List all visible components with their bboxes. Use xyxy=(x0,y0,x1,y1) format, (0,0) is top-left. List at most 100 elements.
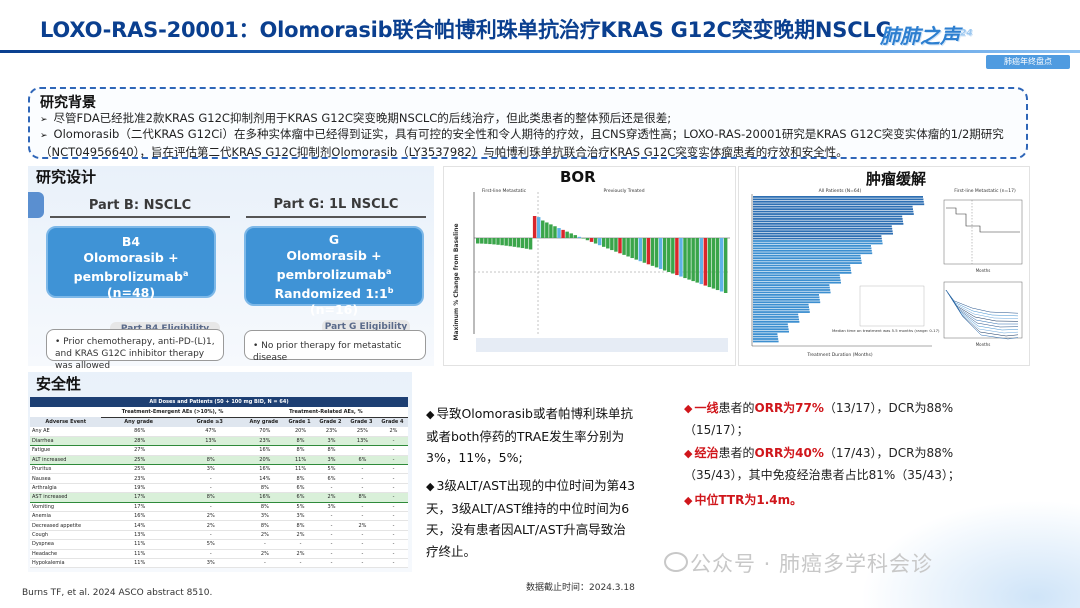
swimmer-bar xyxy=(753,222,904,225)
bor-panel xyxy=(443,166,736,366)
waterfall-bar xyxy=(500,238,504,246)
waterfall-bar xyxy=(711,238,716,289)
swimmer-bar xyxy=(753,208,913,211)
table-cell: 13% xyxy=(345,435,377,447)
table-cell: AST increased xyxy=(30,492,102,503)
swimmer-bar xyxy=(753,301,821,304)
background-item: ➢ Olomorasib（二代KRAS G12Ci）在多种实体瘤中已经得到证实，具… xyxy=(40,126,1020,160)
red-diamond-icon: ◆ xyxy=(684,494,693,507)
table-row: AST increased 17% 8% 16% 6% 2% 8% - xyxy=(30,492,408,503)
waterfall-bar xyxy=(634,238,638,260)
table-cell: - xyxy=(345,483,377,494)
waterfall-bar xyxy=(528,238,533,250)
swimmer-bar xyxy=(753,291,831,294)
waterfall-bar xyxy=(536,217,541,238)
table-cell: - xyxy=(243,539,285,550)
table-cell: 16% xyxy=(243,492,285,503)
table-cell: 2% xyxy=(175,511,244,522)
table-cell: - xyxy=(376,464,408,475)
table-cell: - xyxy=(175,473,244,484)
swimmer-xlabel: Treatment Duration (Months) xyxy=(806,352,873,358)
table-cell: 3% xyxy=(175,558,244,569)
result-pretreated: ◆ 经治患者的ORR为40%（17/43），DCR为88% xyxy=(684,443,974,465)
swimmer-bar xyxy=(753,257,861,260)
spider-plot xyxy=(943,281,1023,339)
table-cell: 20% xyxy=(243,454,285,466)
safety-column-header: Any grade xyxy=(101,417,176,427)
part-b-underline xyxy=(50,216,230,218)
arm-g-sup: a xyxy=(385,267,392,276)
brand-logo-text: 肺肺之声 xyxy=(880,24,960,48)
swimmer-bar xyxy=(753,296,820,299)
table-cell: - xyxy=(315,539,346,550)
brand-year: 24 xyxy=(960,28,973,39)
waterfall-bar xyxy=(577,236,582,238)
waterfall-bar xyxy=(658,238,663,269)
eligibility-text: Prior chemotherapy, anti-PD-(L)1, and KR… xyxy=(55,337,215,371)
background-item-text: Olomorasib（二代KRAS G12Ci）在多种实体瘤中已经得到证实，具有… xyxy=(40,127,1004,159)
swimmer-bar xyxy=(753,318,799,321)
result-orr: ORR为77% xyxy=(754,401,824,415)
table-cell: 8% xyxy=(284,520,315,531)
table-cell: 28% xyxy=(101,435,176,447)
table-cell: - xyxy=(315,558,346,569)
bor-title: BOR xyxy=(560,168,596,186)
table-cell: - xyxy=(284,558,315,569)
part-b4-eligibility-box: • Prior chemotherapy, anti-PD-(L)1, and … xyxy=(46,329,224,371)
arm-b4-box: B4 Olomorasib + pembrolizumaba (n=48) xyxy=(46,226,216,300)
swimmer-bar xyxy=(753,240,883,242)
table-cell: 8% xyxy=(243,483,285,494)
waterfall-bar xyxy=(545,222,549,238)
waterfall-bar xyxy=(496,238,500,245)
swimmer-bar xyxy=(753,325,789,328)
table-row: Headache 11% -2% 2% - - - xyxy=(30,549,408,559)
table-cell: 23% xyxy=(101,473,176,484)
waterfall-bar xyxy=(719,238,724,292)
table-cell: 3% xyxy=(284,511,315,522)
table-cell: 3% xyxy=(315,502,346,513)
diamond-bullet-icon: ◆ xyxy=(426,480,435,493)
table-cell: - xyxy=(376,435,408,447)
part-b-header: Part B: NSCLC xyxy=(88,198,192,213)
arm-g-line: Randomized 1:1b xyxy=(246,283,422,302)
swimmer-bars xyxy=(753,196,925,343)
km-label: First-line Metastatic (n=17) xyxy=(954,188,1016,194)
bor-waterfall-chart: Maximum % Change from Baseline First-lin… xyxy=(453,188,730,352)
table-cell: - xyxy=(345,473,377,484)
swimmer-bar xyxy=(753,267,851,269)
km-xlabel: Months xyxy=(976,268,991,273)
table-row: Cough 13% -2% 2% - - - xyxy=(30,530,408,541)
swimmer-bar xyxy=(753,264,851,267)
table-cell: - xyxy=(376,445,408,456)
table-row: Any AE 86% 47% 70% 20% 23% 25% 2% xyxy=(30,427,408,437)
table-cell: Pruritus xyxy=(30,464,102,475)
arm-g-line: (n=16) xyxy=(309,302,359,318)
table-cell: Arthralgia xyxy=(30,483,102,494)
swimmer-bar xyxy=(753,254,861,257)
table-cell: Hypokalemia xyxy=(30,558,102,569)
result-pretreated-cont: （35/43），其中免疫经治患者占比81%（35/43）； xyxy=(684,468,960,482)
table-cell: Cough xyxy=(30,530,102,541)
waterfall-bar xyxy=(618,238,622,254)
waterfall-bar xyxy=(610,238,614,251)
safety-table: All Doses and Patients (50 + 100 mg BID,… xyxy=(30,397,408,569)
table-cell: - xyxy=(345,445,377,456)
table-cell: 16% xyxy=(101,511,176,522)
safety-note-text: 导致Olomorasib或者帕博利珠单抗或者both停药的TRAE发生率分别为3… xyxy=(426,406,633,465)
table-cell: 70% xyxy=(243,427,285,437)
waterfall-bar xyxy=(614,238,618,252)
safety-note: ◆ 3级ALT/AST出现的中位时间为第43天，3级ALT/AST维持的中位时间为… xyxy=(426,475,636,562)
waterfall-bar xyxy=(549,224,553,238)
waterfall-bar xyxy=(642,238,647,263)
swimmer-bar xyxy=(753,247,872,250)
waterfall-bar xyxy=(715,238,720,291)
table-cell: - xyxy=(376,492,408,503)
waterfall-bar xyxy=(662,238,667,271)
swimmer-bar xyxy=(753,284,830,286)
table-cell: 25% xyxy=(101,464,176,475)
swimmer-bar xyxy=(753,220,903,223)
table-cell: 14% xyxy=(101,520,176,531)
swimmer-bar xyxy=(753,308,810,311)
table-row: Anemia 16% 2% 3% 3% - - - xyxy=(30,511,408,522)
table-cell: - xyxy=(376,511,408,522)
